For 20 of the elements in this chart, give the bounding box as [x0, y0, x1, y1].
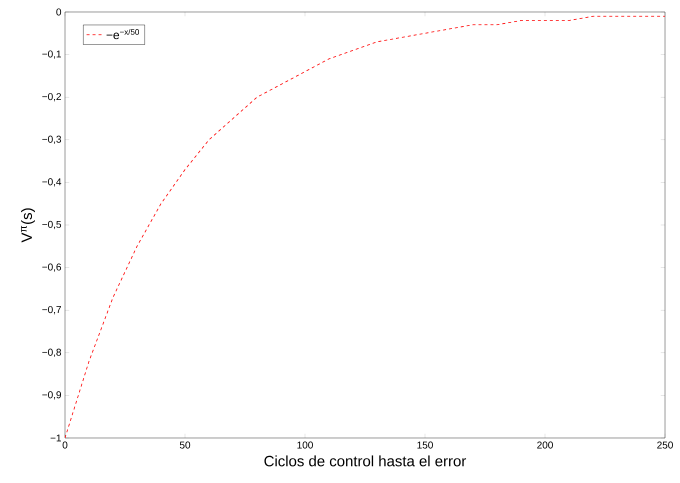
- y-tick-label: −0,4: [42, 178, 62, 187]
- x-tick-label: 200: [537, 442, 553, 449]
- y-tick-label: −0,1: [42, 50, 61, 59]
- x-tick-label: 50: [180, 442, 190, 449]
- y-tick-label: −0,8: [42, 348, 62, 357]
- legend-label: −e$^{−x/50}$: [106, 28, 140, 40]
- y-tick-label: −0,6: [42, 263, 62, 272]
- y-axis-title: V$^{π}$(s): [21, 208, 35, 242]
- x-tick-label: 0: [62, 442, 68, 449]
- x-tick-label: 150: [417, 442, 433, 449]
- y-tick-label: −0,3: [42, 136, 62, 144]
- x-tick-label: 100: [297, 442, 313, 449]
- x-tick-label: 250: [657, 442, 673, 449]
- y-tick-label: −0,2: [42, 93, 61, 102]
- y-tick-label: 0: [56, 8, 62, 16]
- y-tick-label: −0,7: [42, 306, 61, 314]
- x-axis-title: Ciclos de control hasta el error: [264, 455, 466, 466]
- y-tick-label: −0,9: [42, 391, 62, 400]
- y-tick-label: −1: [50, 434, 61, 442]
- y-tick-label: −0,5: [42, 220, 62, 230]
